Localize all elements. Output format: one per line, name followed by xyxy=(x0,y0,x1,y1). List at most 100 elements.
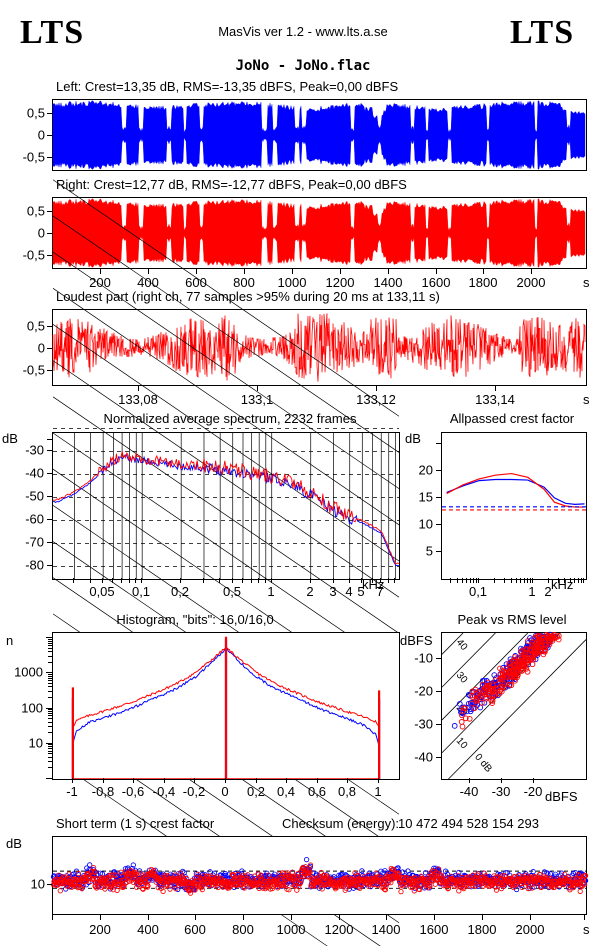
spectrum-xtick-3: 0,5 xyxy=(222,584,242,599)
left-waveform-ytick-1: 0 xyxy=(37,127,45,143)
spectrum-title: Normalized average spectrum, 2232 frames xyxy=(103,411,357,426)
loudest-ytick-0: 0,5 xyxy=(26,318,45,334)
waveform-xtick-6: 1400 xyxy=(373,275,403,290)
left-waveform-ytick-mark-0 xyxy=(47,113,52,114)
peak-vs-rms-ytick-2: -30 xyxy=(414,716,433,732)
checksum-value: 10 472 494 528 154 293 xyxy=(398,816,539,831)
allpassed-xunit: kHz xyxy=(551,577,574,592)
right-waveform-ytick-1: 0 xyxy=(37,225,45,241)
short-term-ytick-0: 10 xyxy=(30,876,45,892)
loudest-xunit: s xyxy=(583,392,590,407)
spectrum-xtick-5: 2 xyxy=(306,584,314,599)
peak-vs-rms-title: Peak vs RMS level xyxy=(457,612,567,627)
spectrum-xtick-4: 1 xyxy=(267,584,275,599)
loudest-xtick-1: 133,1 xyxy=(240,392,274,407)
right-waveform-ytick-mark-2 xyxy=(47,255,52,256)
histogram-canvas xyxy=(71,636,381,779)
waveform-xtick-3: 800 xyxy=(233,275,255,290)
histogram-ytick-2: 10 xyxy=(28,735,43,751)
short-term-xtick-9: 2000 xyxy=(515,922,545,937)
loudest-ytick-2: -0,5 xyxy=(22,362,45,378)
spectrum-xtick-8: 5 xyxy=(357,584,365,599)
short-term-xtick-0: 200 xyxy=(89,922,111,937)
loudest-ytick-1: 0 xyxy=(37,340,45,356)
allpassed-ytick-2: 10 xyxy=(418,516,433,532)
histogram-ytick-1: 100 xyxy=(21,700,43,716)
spectrum-xtick-0: 0,05 xyxy=(89,584,115,599)
histogram-xtick-1: -0,8 xyxy=(91,784,115,799)
short-term-title: Short term (1 s) crest factor xyxy=(56,816,215,831)
allpassed-ytick-1: 15 xyxy=(418,489,433,505)
waveform-xtick-9: 2000 xyxy=(516,275,546,290)
allpassed-plot[interactable] xyxy=(441,432,587,580)
spectrum-xtick-1: 0,1 xyxy=(131,584,151,599)
short-term-ylabel: dB xyxy=(6,836,22,851)
waveform-xtick-7: 1600 xyxy=(421,275,451,290)
allpassed-xtick-0: 0,1 xyxy=(468,584,488,599)
short-term-canvas xyxy=(50,856,589,896)
left-waveform-canvas xyxy=(52,100,586,170)
loudest-xtick-3: 133,14 xyxy=(475,392,515,407)
histogram-xtick-2: -0,6 xyxy=(121,784,145,799)
waveform-xtick-0: 200 xyxy=(89,275,111,290)
right-waveform-plot[interactable] xyxy=(52,197,587,269)
logo-right: LTS xyxy=(510,14,575,51)
histogram-xtick-8: 0,6 xyxy=(307,784,327,799)
peak-vs-rms-ylabel: dBFS xyxy=(400,633,433,648)
loudest-xtick-2: 133,12 xyxy=(356,392,396,407)
peak-vs-rms-xtick-2: -20 xyxy=(523,784,543,799)
peak-vs-rms-xtick-0: -40 xyxy=(459,784,479,799)
short-term-xtick-7: 1600 xyxy=(419,922,449,937)
spectrum-plot[interactable] xyxy=(52,179,400,946)
histogram-xtick-9: 0,8 xyxy=(337,784,357,799)
left-waveform-ytick-mark-1 xyxy=(47,135,52,136)
spectrum-xtick-6: 3 xyxy=(329,584,337,599)
left-waveform-ytick-0: 0,5 xyxy=(26,105,45,121)
right-waveform-canvas xyxy=(52,198,586,268)
left-waveform-plot[interactable] xyxy=(52,99,587,171)
right-waveform-title: Right: Crest=12,77 dB, RMS=-12,77 dBFS, … xyxy=(56,177,407,192)
spectrum-ytick-1: -40 xyxy=(25,465,44,481)
short-term-plot[interactable] xyxy=(50,836,589,915)
waveform-xtick-2: 600 xyxy=(185,275,207,290)
loudest-part-plot[interactable] xyxy=(52,309,587,386)
allpassed-canvas xyxy=(442,472,586,511)
peak-vs-rms-xunit: dBFS xyxy=(545,789,578,804)
spectrum-ytick-2: -50 xyxy=(25,488,44,504)
peak-vs-rms-xtick-1: -30 xyxy=(491,784,511,799)
loudest-ytick-mark-0 xyxy=(47,326,52,327)
left-waveform-title: Left: Crest=13,35 dB, RMS=-13,35 dBFS, P… xyxy=(56,79,399,94)
short-term-xtick-3: 800 xyxy=(232,922,254,937)
spectrum-xtick-2: 0,2 xyxy=(170,584,190,599)
logo-left: LTS xyxy=(20,14,85,51)
short-term-xtick-8: 1800 xyxy=(467,922,497,937)
right-waveform-ytick-mark-0 xyxy=(47,211,52,212)
allpassed-title: Allpassed crest factor xyxy=(449,411,575,426)
loudest-part-canvas xyxy=(52,313,586,382)
page-title: JoNo - JoNo.flac xyxy=(235,58,371,74)
waveform-xtick-8: 1800 xyxy=(468,275,498,290)
right-waveform-ytick-0: 0,5 xyxy=(26,203,45,219)
spectrum-xtick-7: 4 xyxy=(345,584,353,599)
histogram-xtick-4: -0,2 xyxy=(182,784,206,799)
short-term-xtick-5: 1200 xyxy=(324,922,354,937)
peak-vs-rms-ytick-3: -40 xyxy=(414,749,433,765)
allpassed-xtick-1: 1 xyxy=(528,584,536,599)
histogram-xtick-0: -1 xyxy=(66,784,78,799)
short-term-xtick-4: 1000 xyxy=(276,922,306,937)
short-term-ytick-mark-0 xyxy=(47,884,52,885)
right-waveform-ytick-2: -0,5 xyxy=(22,247,45,263)
spectrum-ylabel: dB xyxy=(2,431,18,446)
waveform-xtick-5: 1200 xyxy=(325,275,355,290)
peak-vs-rms-plot[interactable]: 0 dB 10 20 30 40 xyxy=(441,631,587,780)
spectrum-ytick-5: -80 xyxy=(25,557,44,573)
peak-vs-rms-ytick-1: -20 xyxy=(414,683,433,699)
peak-vs-rms-ytick-0: -10 xyxy=(414,650,433,666)
spectrum-ytick-3: -60 xyxy=(25,511,44,527)
spectrum-xunit: kHz xyxy=(362,577,385,592)
histogram-plot[interactable] xyxy=(52,632,400,780)
waveform-xtick-4: 1000 xyxy=(277,275,307,290)
allpassed-ylabel: dB xyxy=(405,431,421,446)
allpassed-ytick-0: 20 xyxy=(418,462,433,478)
